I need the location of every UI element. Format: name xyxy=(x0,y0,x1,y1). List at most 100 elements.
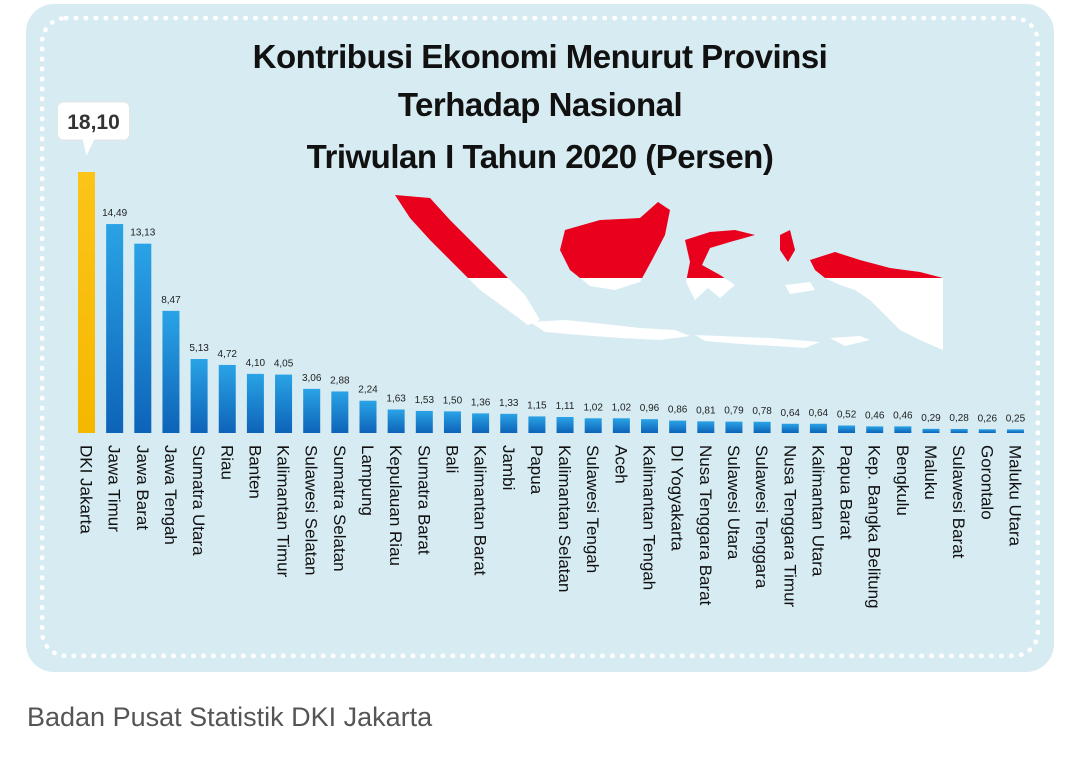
bar-14 xyxy=(472,413,490,433)
value-label-13: 1,50 xyxy=(443,395,463,406)
bar-20 xyxy=(641,419,658,433)
category-label-17: Kalimantan Selatan xyxy=(555,445,574,592)
category-label-12: Sumatra Barat xyxy=(414,445,433,555)
chart-title-line-2: Terhadap Nasional xyxy=(397,86,683,123)
value-label-24: 0,78 xyxy=(752,406,772,417)
value-label-20: 0,96 xyxy=(640,403,660,414)
value-label-7: 4,05 xyxy=(274,359,294,370)
category-label-22: Nusa Tenggara Barat xyxy=(696,445,715,606)
highlight-callout xyxy=(57,101,130,156)
category-label-19: Aceh xyxy=(611,445,630,484)
bar-31 xyxy=(950,428,968,433)
category-label-7: Kalimantan Timur xyxy=(274,445,293,578)
value-label-32: 0,26 xyxy=(978,413,998,424)
chart-title-line-1: Kontribusi Ekonomi Menurut Provinsi xyxy=(252,38,828,75)
bar-33 xyxy=(1006,429,1024,433)
category-label-9: Sumatra Selatan xyxy=(330,445,349,572)
value-label-30: 0,29 xyxy=(921,413,941,424)
value-label-9: 2,88 xyxy=(330,375,350,386)
category-label-25: Nusa Tenggara Timur xyxy=(780,445,799,608)
value-label-3: 8,47 xyxy=(161,295,181,306)
bar-25 xyxy=(781,423,799,433)
bar-11 xyxy=(387,409,405,433)
chart-title-line-3: Triwulan I Tahun 2020 (Persen) xyxy=(306,138,774,175)
category-label-32: Gorontalo xyxy=(977,445,996,520)
value-label-23: 0,79 xyxy=(724,406,744,417)
bar-15 xyxy=(500,413,518,433)
value-label-16: 1,15 xyxy=(527,400,547,411)
value-label-17: 1,11 xyxy=(556,401,575,412)
chart-card xyxy=(26,4,1054,672)
bar-28 xyxy=(866,426,884,433)
category-label-20: Kalimantan Tengah xyxy=(640,445,659,590)
value-label-18: 1,02 xyxy=(583,402,603,413)
bar-chart: 18,10 DKI Jakarta 14,49 Jawa Timur 13,13 Jawa… xyxy=(57,101,1026,609)
category-label-13: Bali xyxy=(442,445,461,473)
value-label-19: 1,02 xyxy=(612,402,632,413)
category-label-28: Kep. Bangka Belitung xyxy=(865,445,884,609)
category-label-14: Kalimantan Barat xyxy=(471,445,490,576)
card-dotted-border xyxy=(40,16,1040,658)
value-label-28: 0,46 xyxy=(865,410,885,421)
bar-29 xyxy=(894,426,912,433)
category-label-8: Sulawesi Selatan xyxy=(302,445,321,575)
source-caption: Badan Pusat Statistik DKI Jakarta xyxy=(27,702,433,732)
bar-12 xyxy=(415,410,433,433)
category-label-21: DI Yogyakarta xyxy=(668,445,687,551)
bar-16 xyxy=(528,416,546,433)
value-label-21: 0,86 xyxy=(668,405,688,416)
value-label-29: 0,46 xyxy=(893,410,913,421)
category-label-2: Jawa Barat xyxy=(133,445,152,530)
category-label-1: Jawa Timur xyxy=(105,445,124,532)
bar-7 xyxy=(275,374,293,433)
value-label-10: 2,24 xyxy=(358,385,378,396)
category-label-16: Papua xyxy=(527,445,546,495)
bar-4 xyxy=(190,359,208,433)
bar-9 xyxy=(331,391,349,433)
bar-26 xyxy=(809,423,827,433)
category-label-33: Maluku Utara xyxy=(1005,445,1024,547)
value-label-22: 0,81 xyxy=(696,405,716,416)
value-label-25: 0,64 xyxy=(781,408,801,419)
category-label-4: Sumatra Utara xyxy=(189,445,208,556)
bar-13 xyxy=(443,411,461,433)
category-label-3: Jawa Tengah xyxy=(161,445,180,545)
value-label-1: 14,49 xyxy=(102,208,127,219)
bar-24 xyxy=(753,421,771,433)
bar-22 xyxy=(697,421,715,433)
bar-19 xyxy=(612,418,630,433)
category-label-24: Sulawesi Tenggara xyxy=(752,445,771,589)
value-label-11: 1,63 xyxy=(386,393,406,404)
bar-8 xyxy=(303,388,321,433)
bar-2 xyxy=(134,243,152,433)
value-label-0: 18,10 xyxy=(67,111,120,134)
bar-27 xyxy=(838,425,856,433)
value-label-31: 0,28 xyxy=(949,413,969,424)
category-label-23: Sulawesi Utara xyxy=(724,445,743,560)
bar-5 xyxy=(218,364,236,433)
category-label-0: DKI Jakarta xyxy=(77,445,96,534)
bar-0 xyxy=(78,172,95,433)
category-label-29: Bengkulu xyxy=(893,445,912,516)
bar-23 xyxy=(725,421,743,433)
bar-21 xyxy=(669,420,687,433)
category-label-6: Banten xyxy=(245,445,264,499)
value-label-8: 3,06 xyxy=(302,373,322,384)
value-label-33: 0,25 xyxy=(1006,413,1026,424)
bar-10 xyxy=(359,400,377,433)
category-label-30: Maluku xyxy=(921,445,940,500)
bar-1 xyxy=(106,224,124,433)
value-label-12: 1,53 xyxy=(415,395,435,406)
bar-18 xyxy=(584,418,602,433)
bar-30 xyxy=(922,428,940,433)
category-label-27: Papua Barat xyxy=(837,445,856,540)
indonesia-flag-map-icon xyxy=(390,190,950,360)
category-label-10: Lampung xyxy=(358,445,377,516)
bar-3 xyxy=(162,310,180,433)
value-label-27: 0,52 xyxy=(837,410,857,421)
category-label-15: Jambi xyxy=(499,445,518,490)
value-label-6: 4,10 xyxy=(246,358,266,369)
category-label-31: Sulawesi Barat xyxy=(949,445,968,559)
category-label-26: Kalimantan Utara xyxy=(808,445,827,577)
bar-6 xyxy=(246,373,264,433)
